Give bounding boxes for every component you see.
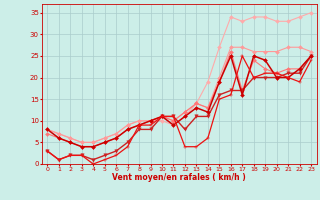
- X-axis label: Vent moyen/en rafales ( km/h ): Vent moyen/en rafales ( km/h ): [112, 173, 246, 182]
